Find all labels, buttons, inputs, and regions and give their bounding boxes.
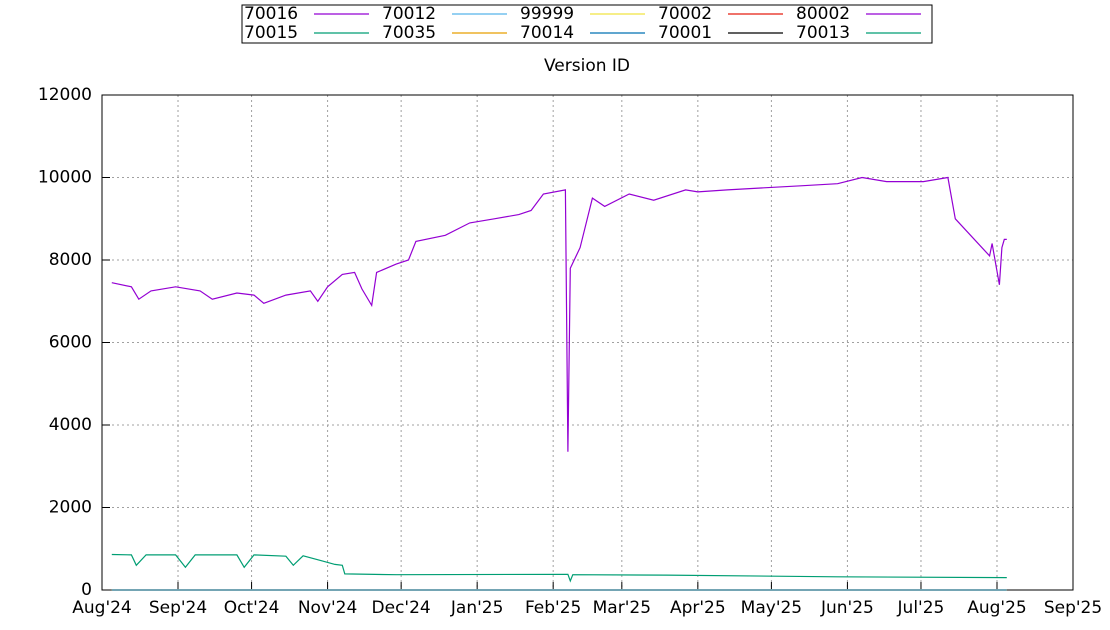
x-tick-label: Aug'24 [72,598,132,618]
x-tick-label: Dec'24 [372,598,431,618]
x-tick-label: Jan'25 [450,598,504,618]
legend-label: 70035 [382,23,436,43]
x-tick-label: Jul'25 [897,598,945,618]
y-tick-label: 12000 [38,85,92,105]
x-tick-label: May'25 [741,598,802,618]
legend-label: 70014 [520,23,574,43]
x-tick-label: Oct'24 [224,598,280,618]
x-tick-label: Aug'25 [967,598,1027,618]
series-line [111,553,1007,583]
legend-label: 70012 [382,4,436,24]
legend-label: 70002 [658,4,712,24]
x-tick-label: Jun'25 [820,598,874,618]
y-tick-label: 8000 [49,250,92,270]
chart-title: Version ID [544,56,630,76]
y-tick-label: 0 [81,580,92,600]
legend-label: 99999 [520,4,574,24]
x-tick-label: Nov'24 [298,598,357,618]
x-tick-label: Sep'25 [1044,598,1102,618]
x-tick-label: Mar'25 [593,598,651,618]
legend-label: 70015 [244,23,298,43]
series-line [111,176,1007,452]
y-tick-label: 2000 [49,498,92,518]
legend-box [241,4,933,44]
x-tick-label: Apr'25 [670,598,726,618]
legend-label: 70016 [244,4,298,24]
legend-label: 70001 [658,23,712,43]
legend-label: 80002 [796,4,850,24]
y-tick-label: 10000 [38,168,92,188]
legend-label: 70013 [796,23,850,43]
y-tick-label: 6000 [49,333,92,353]
y-tick-label: 4000 [49,415,92,435]
x-tick-label: Feb'25 [525,598,581,618]
x-tick-label: Sep'24 [149,598,207,618]
